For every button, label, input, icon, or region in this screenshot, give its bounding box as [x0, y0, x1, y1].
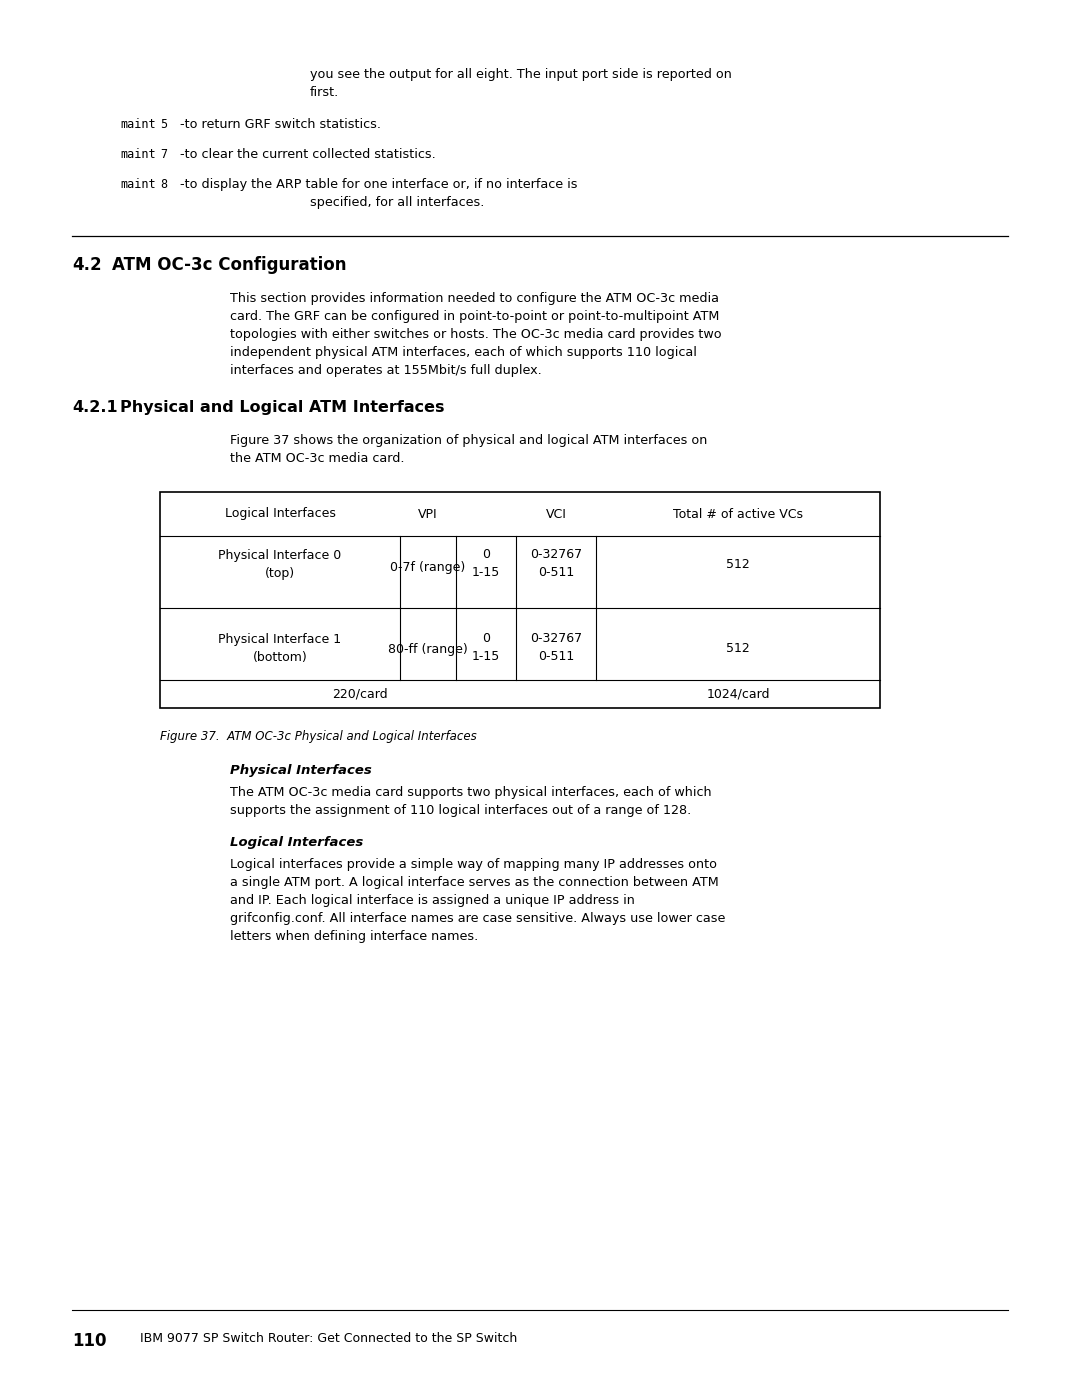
Text: Physical and Logical ATM Interfaces: Physical and Logical ATM Interfaces [120, 400, 445, 415]
Text: Logical Interfaces: Logical Interfaces [225, 507, 336, 521]
Text: 220/card: 220/card [333, 687, 388, 700]
Text: 110: 110 [72, 1331, 107, 1350]
Text: Total # of active VCs: Total # of active VCs [673, 507, 804, 521]
Text: 4.2.1: 4.2.1 [72, 400, 118, 415]
Text: ATM OC-3c Configuration: ATM OC-3c Configuration [112, 256, 347, 274]
Text: letters when defining interface names.: letters when defining interface names. [230, 930, 478, 943]
Bar [160, 492, 880, 708]
Text: -to return GRF switch statistics.: -to return GRF switch statistics. [180, 117, 381, 131]
Text: (top): (top) [265, 567, 295, 581]
Text: -to clear the current collected statistics.: -to clear the current collected statisti… [180, 148, 435, 161]
Text: you see the output for all eight. The input port side is reported on: you see the output for all eight. The in… [310, 68, 732, 81]
Text: card. The GRF can be configured in point-to-point or point-to-multipoint ATM: card. The GRF can be configured in point… [230, 310, 719, 323]
Text: Physical Interface 0: Physical Interface 0 [218, 549, 341, 563]
Text: VCI: VCI [545, 507, 566, 521]
Text: Figure 37 shows the organization of physical and logical ATM interfaces on: Figure 37 shows the organization of phys… [230, 434, 707, 447]
Text: grifconfig.conf. All interface names are case sensitive. Always use lower case: grifconfig.conf. All interface names are… [230, 912, 726, 925]
Text: 1-15: 1-15 [472, 650, 500, 662]
Text: Physical Interfaces: Physical Interfaces [230, 764, 372, 777]
Text: 5: 5 [160, 117, 167, 131]
Text: topologies with either switches or hosts. The OC-3c media card provides two: topologies with either switches or hosts… [230, 328, 721, 341]
Text: 512: 512 [726, 557, 750, 570]
Text: maint: maint [120, 177, 156, 191]
Text: Logical Interfaces: Logical Interfaces [230, 835, 363, 849]
Text: 0-7f (range): 0-7f (range) [390, 562, 465, 574]
Text: supports the assignment of 110 logical interfaces out of a range of 128.: supports the assignment of 110 logical i… [230, 805, 691, 817]
Text: interfaces and operates at 155Mbit/s full duplex.: interfaces and operates at 155Mbit/s ful… [230, 365, 542, 377]
Text: 1-15: 1-15 [472, 566, 500, 578]
Text: 512: 512 [726, 641, 750, 655]
Text: Physical Interface 1: Physical Interface 1 [218, 633, 341, 647]
Text: maint: maint [120, 117, 156, 131]
Text: 0: 0 [482, 548, 490, 560]
Text: (bottom): (bottom) [253, 651, 308, 665]
Text: specified, for all interfaces.: specified, for all interfaces. [310, 196, 484, 210]
Text: This section provides information needed to configure the ATM OC-3c media: This section provides information needed… [230, 292, 719, 305]
Text: 1024/card: 1024/card [706, 687, 770, 700]
Text: Figure 37.  ATM OC-3c Physical and Logical Interfaces: Figure 37. ATM OC-3c Physical and Logica… [160, 731, 476, 743]
Text: 0-511: 0-511 [538, 650, 575, 662]
Text: Logical interfaces provide a simple way of mapping many IP addresses onto: Logical interfaces provide a simple way … [230, 858, 717, 870]
Text: 80-ff (range): 80-ff (range) [388, 644, 468, 657]
Text: independent physical ATM interfaces, each of which supports 110 logical: independent physical ATM interfaces, eac… [230, 346, 697, 359]
Text: 0-511: 0-511 [538, 566, 575, 578]
Text: first.: first. [310, 87, 339, 99]
Text: 4.2: 4.2 [72, 256, 102, 274]
Text: -to display the ARP table for one interface or, if no interface is: -to display the ARP table for one interf… [180, 177, 578, 191]
Text: The ATM OC-3c media card supports two physical interfaces, each of which: The ATM OC-3c media card supports two ph… [230, 787, 712, 799]
Text: 8: 8 [160, 177, 167, 191]
Text: VPI: VPI [418, 507, 437, 521]
Text: 0: 0 [482, 631, 490, 644]
Text: IBM 9077 SP Switch Router: Get Connected to the SP Switch: IBM 9077 SP Switch Router: Get Connected… [140, 1331, 517, 1345]
Text: and IP. Each logical interface is assigned a unique IP address in: and IP. Each logical interface is assign… [230, 894, 635, 907]
Text: 0-32767: 0-32767 [530, 548, 582, 560]
Text: the ATM OC-3c media card.: the ATM OC-3c media card. [230, 453, 405, 465]
Text: 0-32767: 0-32767 [530, 631, 582, 644]
Text: maint: maint [120, 148, 156, 161]
Text: 7: 7 [160, 148, 167, 161]
Text: a single ATM port. A logical interface serves as the connection between ATM: a single ATM port. A logical interface s… [230, 876, 719, 888]
